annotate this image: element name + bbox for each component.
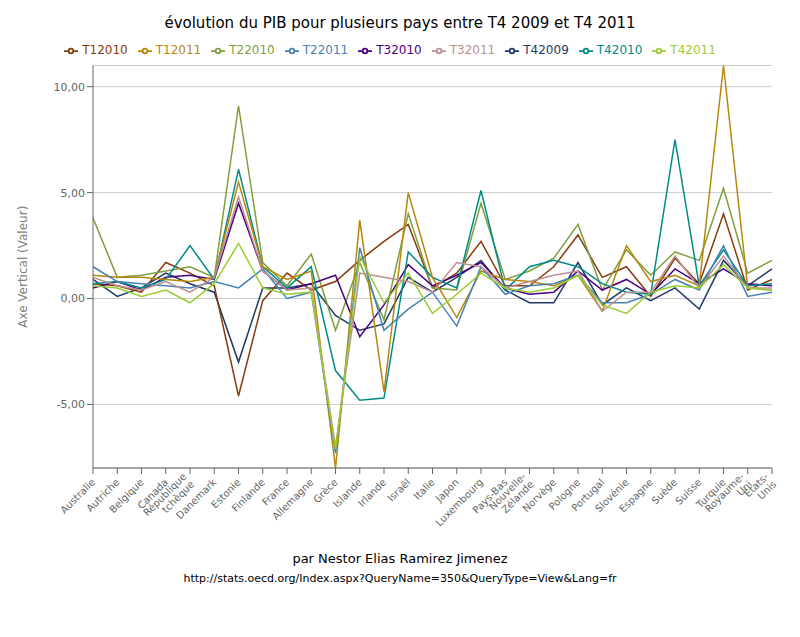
svg-text:Allemagne: Allemagne <box>270 476 315 521</box>
svg-text:Espagne: Espagne <box>617 476 655 514</box>
svg-text:0,00: 0,00 <box>61 292 86 305</box>
svg-text:5,00: 5,00 <box>61 187 86 200</box>
svg-text:Israël: Israël <box>385 476 412 503</box>
svg-text:-5,00: -5,00 <box>57 398 85 411</box>
svg-text:Irlande: Irlande <box>356 476 388 508</box>
svg-text:10,00: 10,00 <box>54 81 86 94</box>
svg-text:Axe Vertical (Valeur): Axe Vertical (Valeur) <box>16 206 30 328</box>
svg-text:Italie: Italie <box>411 476 436 501</box>
svg-text:Finlande: Finlande <box>230 476 267 513</box>
svg-text:États-Unis: États-Unis <box>742 470 779 507</box>
